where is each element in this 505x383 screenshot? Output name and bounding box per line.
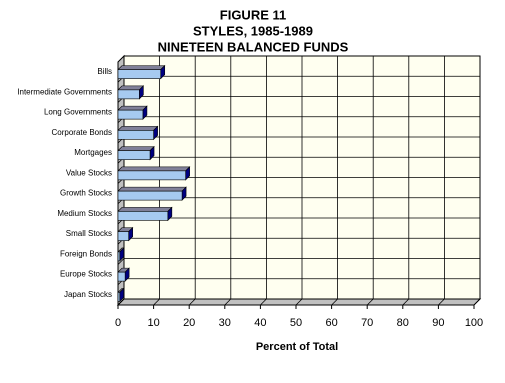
grid-line	[473, 56, 481, 306]
bar-front	[117, 109, 144, 120]
grid-line	[366, 56, 374, 306]
grid-line	[260, 56, 267, 306]
bar-front	[117, 130, 154, 140]
bar-front	[117, 211, 169, 221]
x-tick-label: 50	[290, 317, 302, 329]
bar	[117, 186, 187, 201]
bar-front	[117, 271, 126, 282]
bar-front	[117, 190, 183, 201]
x-tick-label: 0	[115, 317, 121, 329]
bar-top	[117, 166, 191, 172]
bar-top	[117, 65, 166, 70]
bar-front	[117, 150, 151, 160]
y-tick-label: Medium Stocks	[57, 209, 112, 218]
bar	[117, 105, 148, 120]
grid-line	[153, 56, 161, 306]
bar	[117, 267, 130, 282]
bar-front	[117, 69, 162, 79]
bar	[117, 226, 134, 242]
grid-line	[331, 56, 339, 306]
bar-front	[117, 251, 121, 262]
bar-front	[117, 292, 121, 302]
bar-front	[117, 170, 186, 181]
x-axis-label: Percent of Total	[256, 341, 338, 353]
grid-line	[438, 56, 445, 306]
grid-line	[224, 56, 232, 306]
bar	[117, 166, 191, 181]
bar	[117, 287, 125, 303]
y-tick-label: Small Stocks	[66, 229, 112, 238]
x-tick-label: 10	[147, 317, 159, 329]
bar	[117, 145, 155, 161]
bar-top	[117, 186, 187, 192]
y-tick-label: Foreign Bonds	[60, 249, 112, 258]
bar-top	[117, 146, 155, 151]
chart-title: STYLES, 1985-1989	[193, 23, 313, 38]
grid-line	[188, 56, 196, 306]
x-tick-label: 80	[397, 317, 409, 329]
y-tick-label: Europe Stocks	[60, 270, 112, 279]
chart-title: NINETEEN BALANCED FUNDS	[158, 39, 349, 54]
x-tick-label: 30	[219, 317, 231, 329]
bar	[117, 85, 145, 100]
y-tick-label: Long Governments	[44, 108, 112, 117]
bar	[117, 247, 125, 262]
bar	[117, 125, 159, 141]
bar-top	[117, 207, 173, 212]
bar-top	[117, 126, 159, 131]
x-tick-label: 40	[254, 317, 266, 329]
y-tick-label: Intermediate Governments	[17, 87, 112, 96]
bar	[117, 64, 166, 80]
x-tick-label: 100	[465, 317, 483, 329]
y-tick-label: Growth Stocks	[60, 189, 112, 198]
x-tick-label: 60	[325, 317, 337, 329]
bar-top	[117, 105, 148, 111]
grid-line	[295, 56, 303, 306]
grid-line	[402, 56, 410, 306]
y-tick-label: Corporate Bonds	[52, 128, 112, 137]
bar-front	[117, 231, 129, 241]
x-tick-label: 70	[361, 317, 373, 329]
x-tick-label: 20	[183, 317, 195, 329]
bar	[117, 206, 173, 222]
x-tick-label: 90	[432, 317, 444, 329]
y-tick-label: Mortgages	[74, 148, 112, 157]
chart-title: FIGURE 11	[220, 7, 286, 22]
y-tick-label: Bills	[97, 67, 112, 76]
y-tick-label: Value Stocks	[66, 168, 112, 177]
bar-front	[117, 89, 140, 100]
y-tick-label: Japan Stocks	[64, 290, 112, 299]
